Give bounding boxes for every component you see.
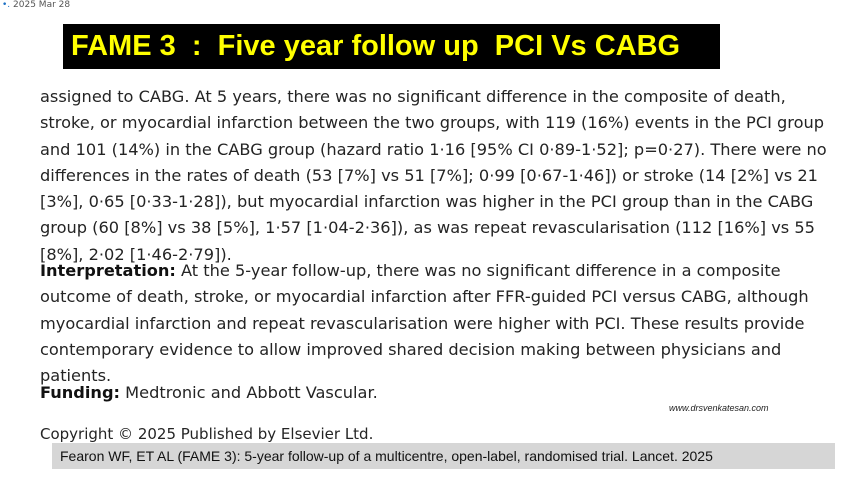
funding-label: Funding:: [40, 383, 121, 402]
funding-paragraph: Funding: Medtronic and Abbott Vascular.: [40, 380, 840, 406]
interpretation-paragraph: Interpretation: At the 5-year follow-up,…: [40, 258, 840, 389]
findings-paragraph: assigned to CABG. At 5 years, there was …: [40, 87, 827, 264]
watermark: www.drsvenkatesan.com: [669, 403, 769, 413]
date-label: •. 2025 Mar 28: [2, 0, 70, 10]
interpretation-label: Interpretation:: [40, 261, 176, 280]
interpretation-text: At the 5-year follow-up, there was no si…: [40, 261, 809, 386]
funding-text: Medtronic and Abbott Vascular.: [120, 383, 378, 402]
copyright: Copyright © 2025 Published by Elsevier L…: [40, 425, 374, 443]
date-text: 2025 Mar 28: [13, 0, 71, 10]
page-title: FAME 3 : Five year follow up PCI Vs CABG: [63, 24, 720, 69]
bullet-icon: •.: [2, 0, 11, 10]
citation-bar: Fearon WF, ET AL (FAME 3): 5-year follow…: [52, 443, 835, 469]
